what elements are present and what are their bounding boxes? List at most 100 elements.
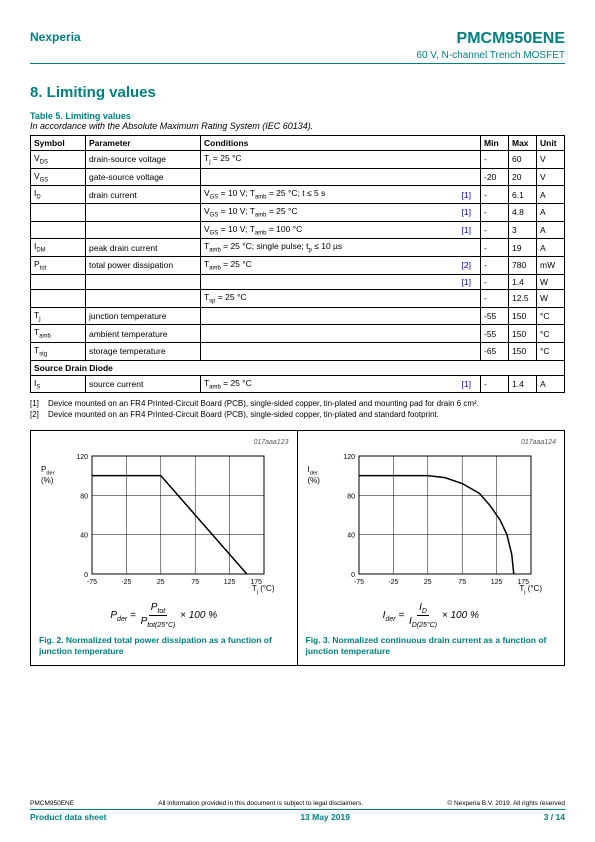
cell-parameter: total power dissipation [86,257,201,275]
cell-max: 6.1 [509,186,537,204]
cell-ref: [1] [459,274,481,289]
table-row: Tsp = 25 °C-12.5W [31,289,565,307]
cell-unit: V [537,168,565,186]
part-subtitle: 60 V, N-channel Trench MOSFET [416,50,565,61]
svg-text:120: 120 [343,454,355,461]
svg-text:75: 75 [458,579,466,586]
chart-svg: -75-25257512504080175120 [321,446,541,596]
cell-unit: A [537,186,565,204]
table-row: ISsource currentTamb = 25 °C[1]-1.4A [31,375,565,393]
footer-disclaimer: All information provided in this documen… [158,800,363,807]
cell-min: - [481,257,509,275]
cell-max: 150 [509,307,537,325]
cell-parameter [86,289,201,307]
cell-min: -55 [481,307,509,325]
table-row: VGS = 10 V; Tamb = 25 °C[1]-4.8A [31,204,565,222]
cell-ref [459,289,481,307]
table-row: Tstgstorage temperature-65150°C [31,342,565,360]
cell-unit: A [537,239,565,257]
chart-formula: Pder = PtotPtot(25°C) × 100 % [39,602,289,629]
table-row: VGSgate-source voltage-2020V [31,168,565,186]
cell-symbol: VGS [31,168,86,186]
sub-header: Source Drain Diode [31,360,565,375]
cell-min: - [481,186,509,204]
cell-ref: [2] [459,257,481,275]
cell-max: 1.4 [509,375,537,393]
table-row: IDMpeak drain currentTamb = 25 °C; singl… [31,239,565,257]
cell-symbol: ID [31,186,86,204]
cell-symbol [31,221,86,239]
cell-symbol: VDS [31,151,86,169]
svg-text:40: 40 [80,533,88,540]
cell-min: - [481,289,509,307]
cell-ref [459,168,481,186]
cell-unit: mW [537,257,565,275]
footer-doc-type: Product data sheet [30,812,107,822]
cell-ref [459,151,481,169]
cell-min: - [481,221,509,239]
figure-caption: Fig. 2. Normalized total power dissipati… [39,635,289,657]
cell-parameter: source current [86,375,201,393]
cell-unit: °C [537,342,565,360]
svg-text:80: 80 [347,493,355,500]
cell-ref: [1] [459,375,481,393]
th-conditions: Conditions [201,136,481,151]
cell-unit: A [537,204,565,222]
th-parameter: Parameter [86,136,201,151]
th-symbol: Symbol [31,136,86,151]
cell-max: 19 [509,239,537,257]
svg-text:25: 25 [157,579,165,586]
cell-min: - [481,151,509,169]
cell-symbol: IS [31,375,86,393]
cell-max: 20 [509,168,537,186]
cell-min: -65 [481,342,509,360]
cell-min: - [481,204,509,222]
cell-parameter: junction temperature [86,307,201,325]
table-row: [1]-1.4W [31,274,565,289]
cell-unit: A [537,221,565,239]
chart-id: 017aaa124 [306,439,557,446]
chart-1: 017aaa123-75-25257512504080175120Pder(%)… [31,431,298,665]
cell-unit: A [537,375,565,393]
th-min: Min [481,136,509,151]
cell-unit: V [537,151,565,169]
cell-symbol [31,289,86,307]
cell-max: 150 [509,342,537,360]
cell-ref [459,325,481,343]
svg-text:0: 0 [351,572,355,579]
cell-unit: °C [537,307,565,325]
cell-conditions [201,342,459,360]
cell-conditions [201,325,459,343]
footer-page: 3 / 14 [544,812,565,822]
chart-id: 017aaa123 [39,439,289,446]
page-footer: PMCM950ENE All information provided in t… [30,800,565,822]
svg-text:-25: -25 [388,579,398,586]
cell-parameter [86,204,201,222]
cell-parameter: storage temperature [86,342,201,360]
table-row: Ptottotal power dissipationTamb = 25 °C[… [31,257,565,275]
cell-ref [459,239,481,257]
footnotes: [1]Device mounted on an FR4 Printed-Circ… [30,399,565,420]
svg-text:25: 25 [424,579,432,586]
part-number: PMCM950ENE [416,30,565,48]
table-row: VGS = 10 V; Tamb = 100 °C[1]-3A [31,221,565,239]
cell-unit: °C [537,325,565,343]
cell-conditions [201,274,459,289]
chart-2: 017aaa124-75-25257512504080175120Ider(%)… [298,431,565,665]
cell-parameter: gate-source voltage [86,168,201,186]
cell-max: 60 [509,151,537,169]
table-row: Tjjunction temperature-55150°C [31,307,565,325]
cell-max: 780 [509,257,537,275]
limiting-values-table: Symbol Parameter Conditions Min Max Unit… [30,135,565,393]
svg-text:80: 80 [80,493,88,500]
cell-conditions: Tamb = 25 °C; single pulse; tp ≤ 10 µs [201,239,459,257]
table-caption: Table 5. Limiting values [30,111,565,121]
cell-min: -55 [481,325,509,343]
cell-symbol [31,204,86,222]
cell-conditions: Tamb = 25 °C [201,375,459,393]
cell-parameter: drain current [86,186,201,204]
figure-caption: Fig. 3. Normalized continuous drain curr… [306,635,557,657]
cell-parameter [86,274,201,289]
cell-conditions [201,307,459,325]
cell-ref: [1] [459,221,481,239]
